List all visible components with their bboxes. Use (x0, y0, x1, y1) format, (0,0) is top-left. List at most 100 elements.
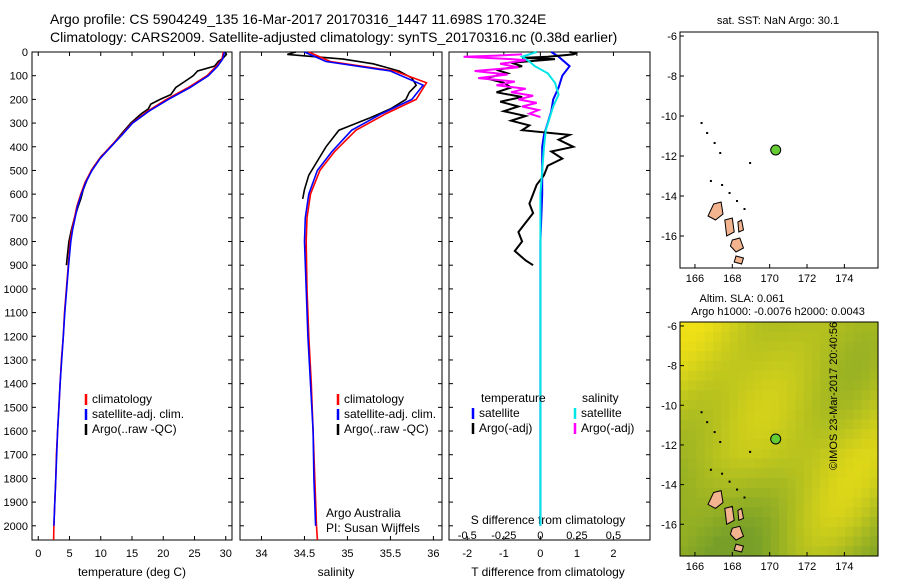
sla-cell (729, 351, 739, 362)
sla-cell (754, 468, 764, 479)
sla-cell (820, 497, 830, 508)
sla-panel-frame (679, 321, 879, 557)
sla-cell (845, 526, 854, 538)
sla-cell (795, 380, 805, 391)
sla-cell (828, 526, 838, 538)
sla-cell (721, 419, 731, 430)
sla-cell (845, 409, 854, 421)
sla-cell (713, 390, 722, 401)
sla-cell (729, 361, 739, 372)
sla-cell (721, 526, 731, 538)
sla-cell (680, 351, 689, 362)
sst-map-title: sat. SST: NaN Argo: 30.1 (717, 15, 839, 27)
sla-cell (680, 400, 689, 411)
sla-cell (861, 478, 871, 489)
sla-cell (828, 478, 838, 489)
sla-cell (779, 546, 788, 557)
sla-cell (853, 331, 863, 343)
sla-cell (779, 517, 788, 528)
sla-cell (721, 546, 731, 557)
sla-cell (704, 468, 714, 479)
sla-cell (779, 390, 788, 401)
sla-cell (696, 409, 706, 421)
sla-cell (680, 429, 689, 440)
sla-cell (696, 536, 706, 547)
sla-cell (787, 468, 797, 479)
island-shape (737, 507, 745, 522)
sla-cell (845, 448, 854, 460)
sla-cell (770, 517, 780, 528)
sst-panel-frame (679, 31, 879, 269)
sla-cell (869, 370, 879, 382)
s-difference-label: S difference from climatology (471, 513, 626, 527)
sla-cell (861, 517, 871, 528)
sla-cell (737, 536, 747, 547)
sla-cell (861, 380, 871, 391)
sla-cell (754, 478, 764, 489)
sla-cell (754, 409, 764, 421)
sla-cell (704, 478, 714, 489)
sla-cell (861, 390, 871, 401)
sla-cell (779, 400, 788, 411)
sla-cell (869, 468, 879, 479)
sla-cell (787, 546, 797, 557)
sla-cell (869, 380, 879, 391)
sla-cell (869, 331, 879, 343)
sla-cell (845, 487, 854, 499)
sla-cell (729, 341, 739, 352)
sla-cell (853, 448, 863, 460)
sla-cell (696, 458, 706, 469)
title-line-1: Argo profile: CS 5904249_135 16-Mar-2017… (50, 11, 547, 27)
sla-cell (795, 507, 805, 518)
sla-cell (754, 507, 764, 518)
sla-cell (704, 439, 714, 450)
map-x-tick-label: 170 (760, 273, 778, 285)
temperature-x-tick-label: 20 (157, 548, 169, 560)
sla-cell (828, 322, 838, 333)
sla-cell (828, 497, 838, 508)
sla-cell (787, 497, 797, 508)
salinity-x-tick-label: 34 (255, 548, 267, 560)
sla-cell (820, 331, 830, 343)
sla-cell (853, 351, 863, 362)
sla-cell (779, 341, 788, 352)
y-tick-label: 1200 (4, 331, 28, 343)
sla-cell (688, 478, 698, 489)
sla-cell (861, 507, 871, 518)
sla-cell (754, 370, 764, 382)
sla-cell (787, 400, 797, 411)
sla-cell (836, 458, 846, 469)
sla-cell (746, 517, 755, 528)
sla-cell (787, 429, 797, 440)
sla-cell (737, 409, 747, 421)
sla-cell (787, 448, 797, 460)
sla-cell (869, 419, 879, 430)
island-shape (724, 505, 735, 526)
sla-cell (820, 390, 830, 401)
y-tick-label: 1400 (4, 379, 28, 391)
sla-cell (704, 507, 714, 518)
sla-cell (803, 429, 813, 440)
sla-cell (787, 526, 797, 538)
sla-cell (787, 487, 797, 499)
sla-cell (803, 497, 813, 508)
sla-cell (812, 468, 821, 479)
sla-cell (688, 429, 698, 440)
sla-cell (721, 361, 731, 372)
tdiff-x-tick-label: 0 (537, 548, 543, 560)
sla-cell (845, 546, 854, 557)
sla-cell (746, 478, 755, 489)
sla-cell (688, 439, 698, 450)
sla-cell (845, 478, 854, 489)
sla-cell (696, 526, 706, 538)
sla-cell (737, 370, 747, 382)
map-y-tick-label: -6 (667, 31, 677, 43)
sla-cell (746, 341, 755, 352)
sla-cell (770, 497, 780, 508)
sla-cell (779, 429, 788, 440)
sla-cell (853, 400, 863, 411)
sla-cell (828, 448, 838, 460)
sla-cell (729, 458, 739, 469)
sla-cell (688, 517, 698, 528)
sdiff-tick-label: 0.5 (606, 530, 621, 542)
